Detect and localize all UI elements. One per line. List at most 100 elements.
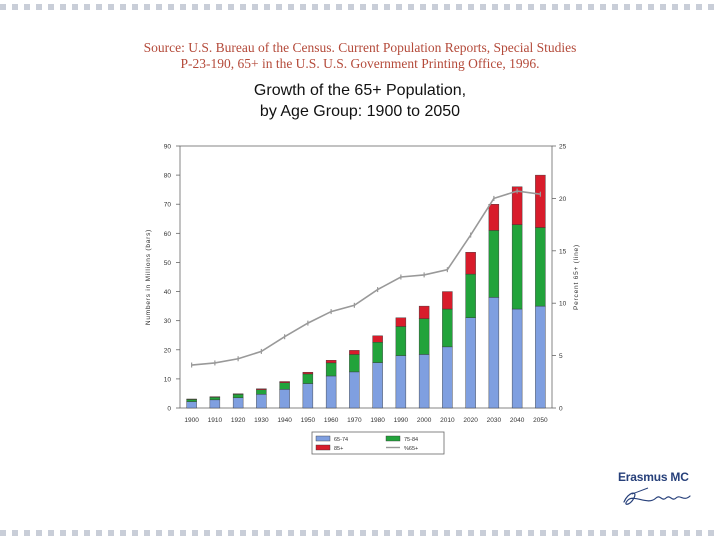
chart-title-line-1: Growth of the 65+ Population, [253,82,467,99]
y2-axis-title: Percent 65+ (line) [573,244,580,310]
legend-box [311,431,445,455]
y-tick-label: 70 [164,202,172,209]
bar-85-plus [256,388,267,390]
y-tick-label: 20 [164,347,172,354]
x-tick-label: 1970 [347,417,362,424]
bar-85-plus [418,305,430,319]
legend-swatch [315,444,331,451]
y2-tick-label: 20 [559,196,567,203]
x-tick-label: 1900 [184,417,199,424]
y2-tick-label: 5 [559,353,563,360]
bar-75-84 [349,354,360,373]
bar-75-84 [372,342,383,363]
bar-85-plus [395,317,407,327]
bar-75-84 [279,382,290,390]
chart-title: Growth of the 65+ Population, by Age Gro… [170,80,550,122]
pct-65-plus-line [191,190,541,366]
y-axis-title: Numbers in Millions (bars) [145,229,152,325]
bar-75-84 [488,230,500,298]
x-tick-label: 1910 [208,417,223,424]
source-citation: Source: U.S. Bureau of the Census. Curre… [60,40,660,72]
bar-75-84 [232,394,244,399]
legend-swatch [315,435,331,442]
x-tick-label: 2050 [533,417,548,424]
x-tick-label: 1940 [277,417,292,424]
bar-75-84 [442,308,453,348]
y2-tick-label: 10 [559,301,567,308]
legend-label: %65+ [404,446,418,452]
y-tick-label: 80 [164,173,172,180]
legend-label: 65-74 [334,437,348,443]
bar-75-84 [511,224,523,310]
bar-65-74 [302,383,314,409]
bar-85-plus [372,335,383,343]
x-tick-label: 2030 [487,417,502,424]
bar-65-74 [325,375,337,409]
bottom-dashed-border [0,530,720,536]
source-line-1: Source: U.S. Bureau of the Census. Curre… [143,40,577,55]
erasmus-mc-logo: Erasmus MC [618,470,698,516]
y-tick-label: 0 [167,406,171,413]
bar-65-74 [395,355,407,409]
bar-75-84 [302,373,314,384]
bar-85-plus [442,291,453,310]
y-tick-label: 90 [164,144,172,151]
top-dashed-border [0,4,720,10]
bar-75-84 [209,397,221,401]
bar-75-84 [256,389,267,395]
bar-75-84 [395,326,407,356]
bar-65-74 [418,354,430,409]
x-tick-label: 2000 [417,417,432,424]
bar-75-84 [325,362,337,377]
y-tick-label: 50 [164,260,172,267]
legend-label: 85+ [334,446,343,452]
bar-65-74 [442,346,453,409]
legend-swatch [385,435,401,442]
bar-65-74 [349,371,360,409]
x-tick-label: 1930 [254,417,269,424]
bar-65-74 [256,394,267,409]
x-tick-label: 2020 [463,417,478,424]
bar-65-74 [209,399,221,409]
y2-tick-label: 25 [559,144,567,151]
bar-65-74 [232,397,244,409]
x-tick-label: 2040 [510,417,525,424]
bar-85-plus [186,398,197,400]
y-tick-label: 60 [164,231,172,238]
x-tick-label: 1990 [394,417,409,424]
bar-85-plus [465,252,476,275]
bar-85-plus [232,393,244,395]
logo-name: Erasmus MC [618,470,689,484]
x-tick-label: 1950 [301,417,316,424]
x-tick-label: 2010 [440,417,455,424]
y2-tick-label: 0 [559,406,563,413]
legend-label: 75-84 [404,437,418,443]
bar-85-plus [302,371,314,375]
bar-65-74 [465,317,476,409]
bar-85-plus [209,396,221,398]
bar-85-plus [349,350,360,355]
x-tick-label: 1960 [324,417,339,424]
bar-75-84 [465,273,476,318]
bar-85-plus [488,204,500,231]
logo-signature [623,487,691,505]
source-line-2: P-23-190, 65+ in the U.S. U.S. Governmen… [180,56,540,71]
bar-65-74 [535,305,546,409]
plot-frame [179,145,553,409]
y-tick-label: 10 [164,376,172,383]
bar-65-74 [186,401,197,409]
bar-85-plus [325,360,337,364]
y-tick-label: 30 [164,318,172,325]
x-tick-label: 1920 [231,417,246,424]
y2-tick-label: 15 [559,248,567,255]
bar-65-74 [511,308,523,409]
bar-65-74 [488,297,500,409]
y-tick-label: 40 [164,289,172,296]
bar-85-plus [535,174,546,228]
bar-75-84 [418,318,430,355]
chart-title-line-2: by Age Group: 1900 to 2050 [259,103,461,120]
bar-85-plus [511,186,523,225]
x-tick-label: 1980 [370,417,385,424]
bar-75-84 [535,227,546,307]
